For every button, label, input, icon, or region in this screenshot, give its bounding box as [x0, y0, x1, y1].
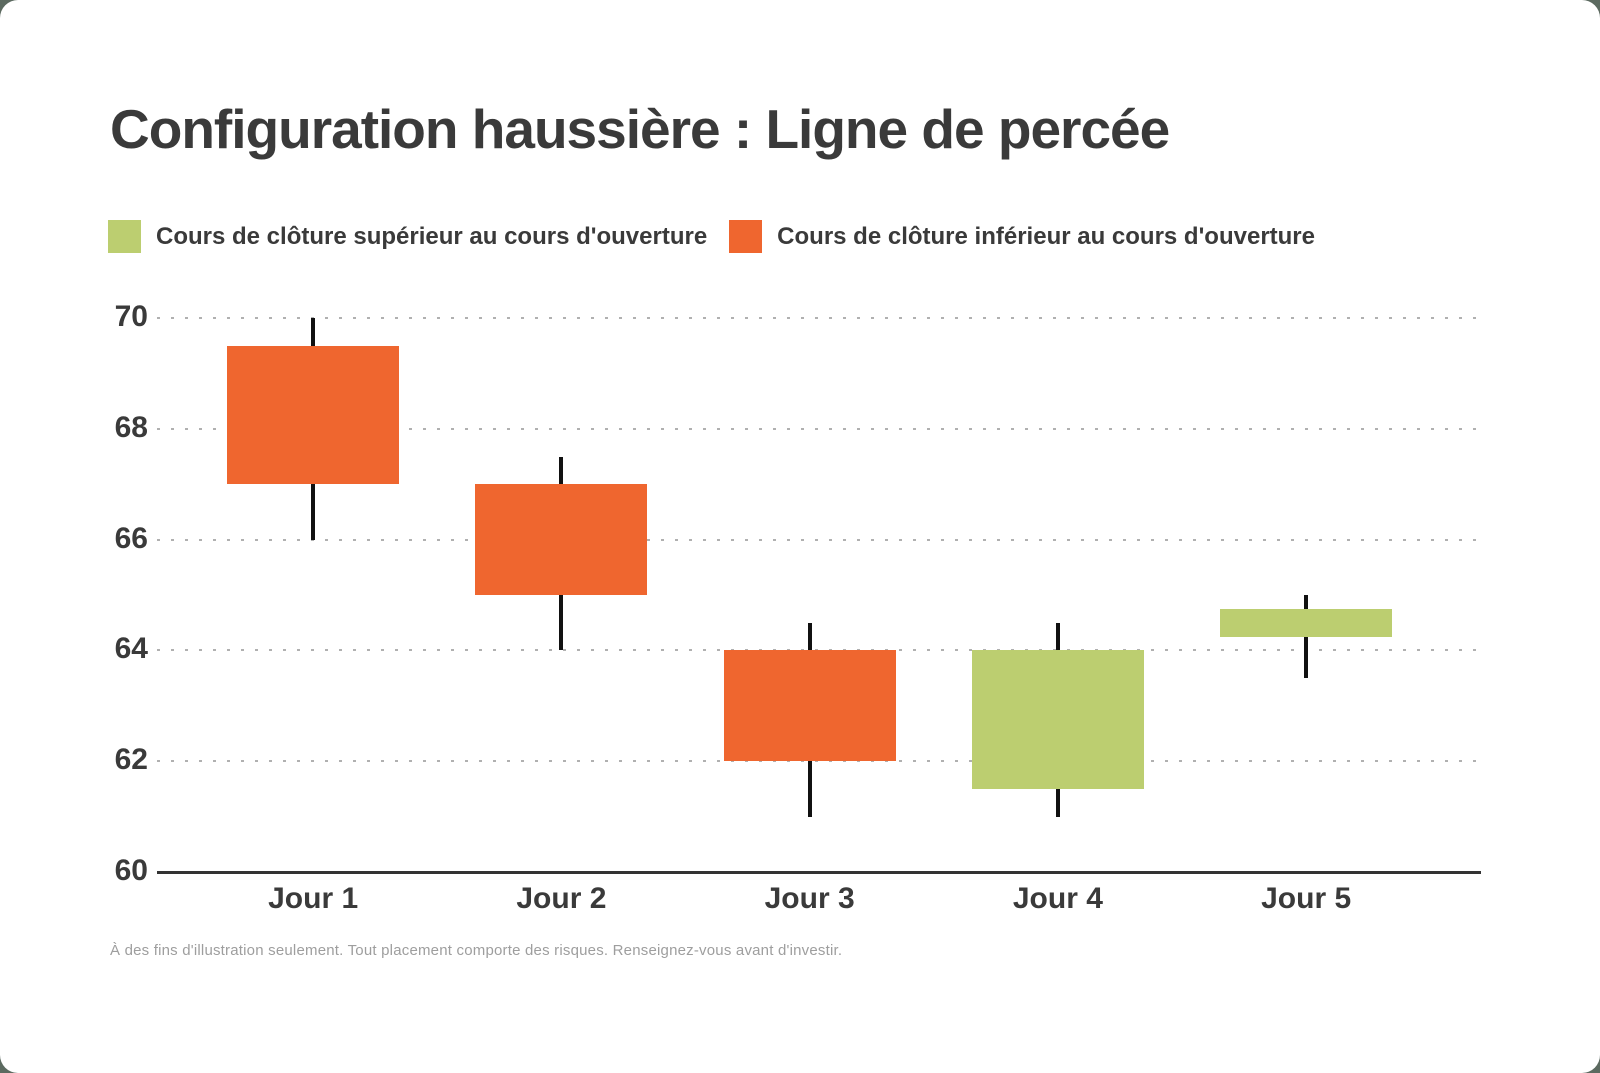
page-title: Configuration haussière : Ligne de percé… [110, 98, 1170, 160]
legend-label-bearish: Cours de clôture inférieur au cours d'ou… [777, 222, 1315, 250]
y-axis-label-66: 66 [114, 521, 148, 555]
candle-body-jour-2 [475, 484, 648, 595]
gridline-68 [157, 427, 1481, 430]
y-axis-label-70: 70 [114, 300, 148, 333]
legend-item-bullish: Cours de clôture supérieur au cours d'ou… [108, 220, 707, 253]
legend: Cours de clôture supérieur au cours d'ou… [108, 220, 1315, 253]
bearish-swatch-icon [729, 220, 763, 253]
y-axis-label-64: 64 [114, 632, 148, 666]
candle-body-jour-5 [1220, 608, 1393, 637]
candle-body-jour-1 [227, 345, 400, 485]
bullish-swatch-icon [108, 220, 141, 253]
candle-body-jour-4 [971, 650, 1144, 789]
gridline-66 [157, 538, 1481, 541]
candle-body-jour-3 [723, 650, 896, 762]
y-axis-label-62: 62 [114, 743, 148, 777]
y-axis-label-68: 68 [114, 410, 148, 444]
legend-item-bearish: Cours de clôture inférieur au cours d'ou… [729, 220, 1315, 253]
candle-wick-jour-5 [1304, 595, 1309, 679]
x-axis-label-jour-2: Jour 2 [516, 882, 607, 915]
gridline-70 [157, 317, 1481, 319]
disclaimer-text: À des fins d'illustration seulement. Tou… [110, 942, 843, 959]
x-axis-label-jour-3: Jour 3 [764, 882, 855, 915]
legend-label-bullish: Cours de clôture supérieur au cours d'ou… [156, 222, 708, 250]
x-axis-label-jour-4: Jour 4 [1012, 882, 1103, 915]
gridline-62 [157, 760, 1481, 763]
x-axis-line [157, 871, 1481, 874]
x-axis-label-jour-5: Jour 5 [1261, 882, 1352, 915]
y-axis-label-60: 60 [114, 854, 148, 887]
x-axis-label-jour-1: Jour 1 [268, 882, 359, 915]
